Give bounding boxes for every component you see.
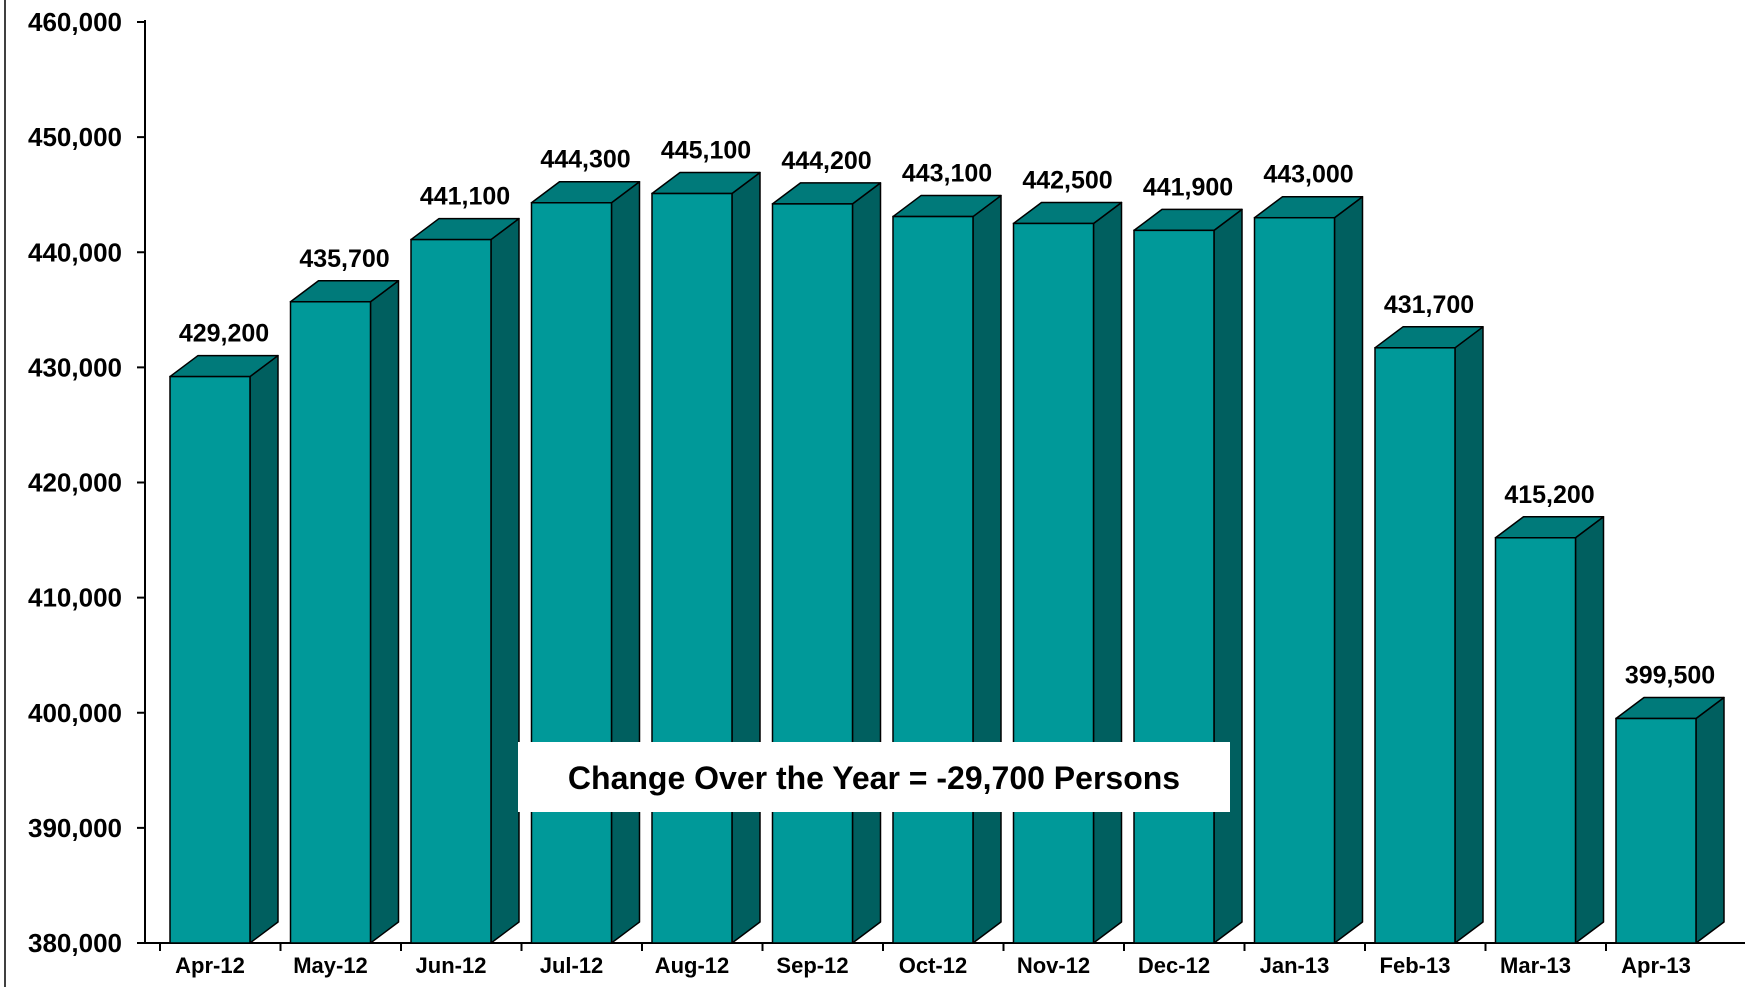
bar-front xyxy=(530,201,613,944)
y-tick-label: 400,000 xyxy=(28,698,122,728)
bar-front xyxy=(1374,347,1456,944)
data-label: 443,100 xyxy=(902,160,992,188)
bar-side xyxy=(610,180,641,944)
x-tick-label: Apr-13 xyxy=(1621,953,1691,978)
annotation-box xyxy=(518,742,1230,812)
bar-Oct-12 xyxy=(892,194,1002,944)
x-tick-label: Nov-12 xyxy=(1017,953,1090,978)
bar-side xyxy=(731,171,761,944)
data-label: 431,700 xyxy=(1384,291,1474,319)
x-tick-label: Jun-12 xyxy=(416,953,487,978)
data-label: 441,900 xyxy=(1143,173,1233,201)
annotation-text: Change Over the Year = -29,700 Persons xyxy=(568,760,1180,796)
bar-Nov-12 xyxy=(1012,201,1123,944)
bar-Dec-12 xyxy=(1133,208,1243,944)
bar-Jul-12 xyxy=(530,180,641,944)
bar-Aug-12 xyxy=(651,171,761,944)
y-tick-label: 460,000 xyxy=(28,7,122,37)
data-label: 444,200 xyxy=(781,147,871,175)
bar-side xyxy=(1213,208,1243,944)
y-tick-label: 410,000 xyxy=(28,583,122,613)
data-labels: 429,200 435,700 441,100 444,300 445,100 444,2… xyxy=(179,137,1715,690)
x-tick-label: May-12 xyxy=(293,953,368,978)
bar-Jun-12 xyxy=(410,217,520,944)
bar-side xyxy=(972,194,1002,944)
bar-side xyxy=(369,280,400,944)
y-tick-label: 380,000 xyxy=(28,928,122,958)
bar-side xyxy=(851,182,882,944)
y-tick-label: 450,000 xyxy=(28,122,122,152)
data-label: 445,100 xyxy=(661,137,751,165)
bar-front xyxy=(1615,717,1697,944)
data-label: 443,000 xyxy=(1263,161,1353,189)
x-tick-label: Sep-12 xyxy=(776,953,848,978)
data-label: 441,100 xyxy=(420,183,510,211)
bar-Apr-13 xyxy=(1615,696,1725,944)
bar-front xyxy=(1012,222,1095,944)
x-tick-label: Dec-12 xyxy=(1138,953,1210,978)
bar-side xyxy=(490,217,520,944)
data-label: 399,500 xyxy=(1625,662,1715,690)
x-tick-label: Mar-13 xyxy=(1500,953,1571,978)
bar-side xyxy=(1695,696,1725,944)
data-label: 435,700 xyxy=(299,245,389,273)
bar-front xyxy=(892,215,974,944)
x-tick-label: Oct-12 xyxy=(899,953,967,978)
axes: 380,000 390,000 400,000 410,000 420,000 430,0… xyxy=(4,0,1745,987)
y-tick-label: 430,000 xyxy=(28,352,122,382)
bar-front xyxy=(651,192,733,944)
y-tick-label: 390,000 xyxy=(28,813,122,843)
bar-Jan-13 xyxy=(1253,195,1364,944)
bar-Apr-12 xyxy=(169,354,279,944)
bar-May-12 xyxy=(289,280,400,944)
bar-Sep-12 xyxy=(771,182,882,944)
bar-front xyxy=(169,375,251,944)
x-tick-label: Aug-12 xyxy=(655,953,730,978)
annotation: Change Over the Year = -29,700 Persons xyxy=(518,742,1230,812)
y-tick-label: 440,000 xyxy=(28,237,122,267)
data-label: 415,200 xyxy=(1504,481,1594,509)
data-label: 442,500 xyxy=(1022,166,1112,194)
data-label: 444,300 xyxy=(540,146,630,174)
x-tick-label: Feb-13 xyxy=(1380,953,1451,978)
bar-side xyxy=(1333,195,1364,944)
bar-Feb-13 xyxy=(1374,326,1484,944)
x-tick-label: Apr-12 xyxy=(175,953,245,978)
x-tick-label: Jan-13 xyxy=(1260,953,1330,978)
bar-front xyxy=(410,238,492,944)
x-tick-label: Jul-12 xyxy=(540,953,604,978)
bar-side xyxy=(1574,516,1605,944)
bar-front xyxy=(289,301,372,944)
bar-Mar-13 xyxy=(1494,516,1605,944)
data-label: 429,200 xyxy=(179,320,269,348)
bar-side xyxy=(1454,326,1484,944)
bar-side xyxy=(1092,201,1123,944)
bar-front xyxy=(1494,537,1577,944)
bar-front xyxy=(1133,229,1215,944)
bars xyxy=(169,171,1725,944)
bar-front xyxy=(771,203,854,944)
bar-front xyxy=(1253,216,1336,944)
bar-side xyxy=(249,354,279,944)
y-tick-label: 420,000 xyxy=(28,468,122,498)
